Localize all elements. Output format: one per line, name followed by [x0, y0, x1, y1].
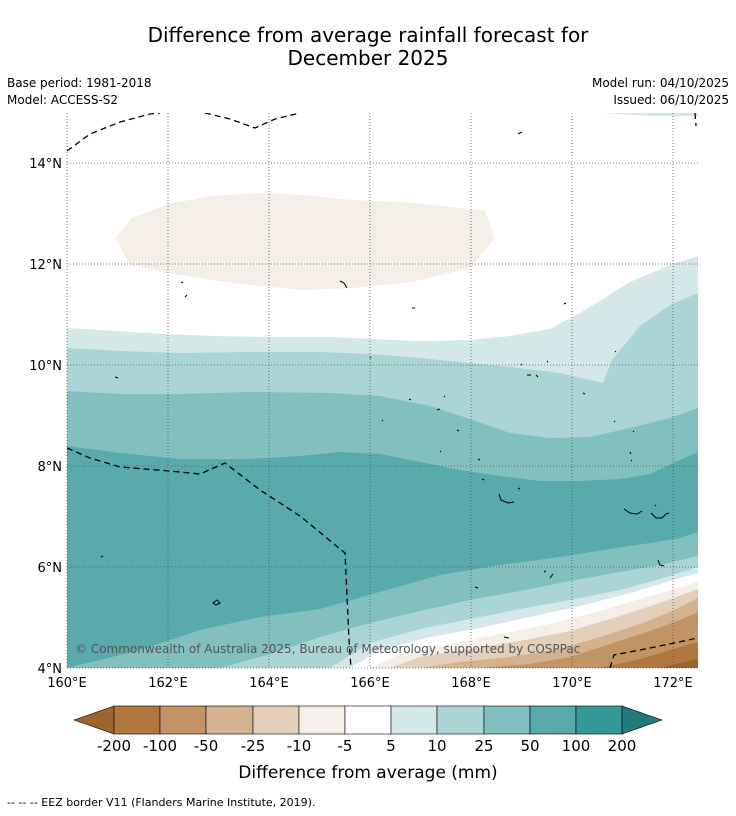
- copyright-notice: © Commonwealth of Australia 2025, Bureau…: [75, 642, 580, 656]
- eez-footnote: -- -- -- EEZ border V11 (Flanders Marine…: [7, 796, 316, 809]
- colorbar-swatch: [252, 705, 300, 735]
- colorbar-title: Difference from average (mm): [238, 763, 497, 783]
- map-title-line-2: December 2025: [287, 46, 449, 70]
- lat-tick-label: 4°N: [38, 662, 63, 677]
- contour-south-minus50-100: [480, 612, 698, 668]
- colorbar-swatch: [436, 705, 485, 735]
- base-period: Base period: 1981-2018: [7, 76, 152, 90]
- colorbar-label: 50: [520, 737, 539, 755]
- lon-tick-label: 160°E: [47, 676, 87, 691]
- eez-borders: [67, 113, 698, 668]
- colorbar-label: 10: [427, 737, 446, 755]
- lon-tick-label: 170°E: [552, 676, 592, 691]
- lon-tick-label: 168°E: [451, 676, 491, 691]
- map-title-line-1: Difference from average rainfall forecas…: [147, 23, 589, 47]
- colorbar-swatch: [575, 705, 623, 735]
- colorbar-swatch: [205, 705, 254, 735]
- colorbar-extend-high: [621, 705, 663, 735]
- colorbar-swatch: [159, 705, 207, 735]
- colorbar: [73, 705, 663, 735]
- contour-ne-corner: [603, 113, 698, 116]
- lon-tick-label: 164°E: [249, 676, 289, 691]
- lon-tick-label: 172°E: [653, 676, 693, 691]
- colorbar-swatch: [483, 705, 531, 735]
- model-name: Model: ACCESS-S2: [7, 93, 119, 107]
- colorbar-swatch: [390, 705, 438, 735]
- contour-south-minus100-200: [600, 642, 698, 668]
- colorbar-swatch: [344, 705, 392, 735]
- islands: [100, 131, 670, 639]
- colorbar-label: -10: [287, 737, 312, 755]
- colorbar-label: 25: [474, 737, 493, 755]
- lat-tick-label: 8°N: [38, 460, 63, 475]
- lon-tick-label: 162°E: [148, 676, 188, 691]
- lat-tick-label: 10°N: [29, 359, 62, 374]
- colorbar-swatch: [113, 705, 161, 735]
- lat-tick-label: 6°N: [38, 561, 63, 576]
- colorbar-label: 200: [608, 737, 637, 755]
- lon-tick-label: 166°E: [350, 676, 390, 691]
- colorbar-label: -5: [338, 737, 353, 755]
- colorbar-label: -50: [194, 737, 219, 755]
- colorbar-label: -100: [143, 737, 177, 755]
- colorbar-label: -200: [97, 737, 131, 755]
- colorbar-extend-low: [73, 705, 115, 735]
- lat-tick-label: 14°N: [29, 157, 62, 172]
- model-run-date: Model run: 04/10/2025: [591, 76, 729, 90]
- issued-date: Issued: 06/10/2025: [613, 93, 729, 107]
- graticule: [66, 113, 698, 669]
- colorbar-label: -25: [241, 737, 266, 755]
- contour-dry-patch: [115, 193, 495, 290]
- colorbar-label: 5: [386, 737, 396, 755]
- lat-tick-label: 12°N: [29, 258, 62, 273]
- colorbar-swatch: [298, 705, 346, 735]
- rainfall-contours: [67, 113, 698, 668]
- contour-south-below-200: [660, 659, 698, 668]
- colorbar-swatch: [529, 705, 577, 735]
- colorbar-label: 100: [562, 737, 591, 755]
